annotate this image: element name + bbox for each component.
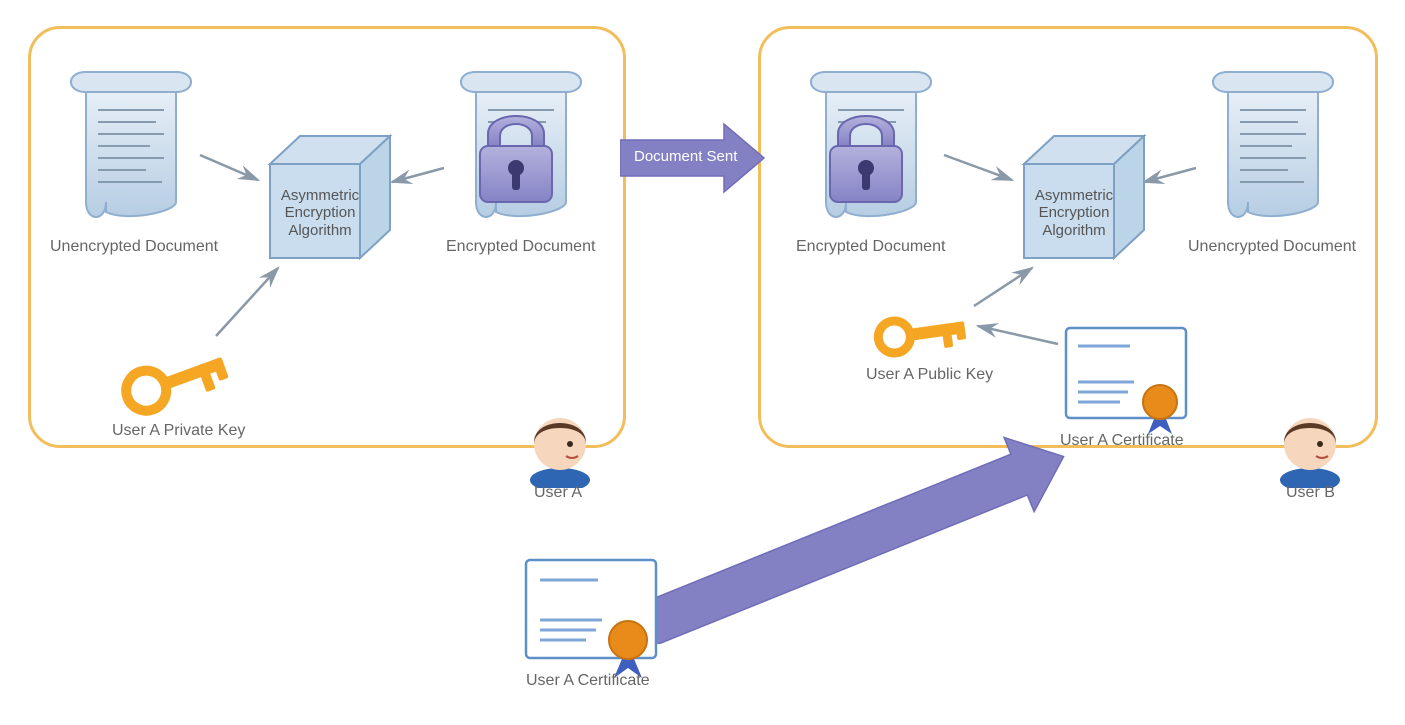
document-icon: [56, 62, 206, 237]
encrypted-document-label: Encrypted Document: [796, 238, 945, 256]
algorithm-label-line1: Asymmetric: [281, 187, 359, 204]
public-key-label: User A Public Key: [866, 366, 993, 384]
user-icon: [520, 408, 600, 493]
certificate-icon: [1060, 322, 1200, 447]
key-icon: [870, 292, 990, 377]
algorithm-label: Asymmetric Encryption Algorithm: [275, 187, 365, 239]
certificate-icon: [520, 554, 670, 689]
arrow-certificate-obtained: [640, 414, 1090, 644]
diagram-canvas: Document Sent Certificate Obtained: [0, 0, 1405, 725]
certificate-label: User A Certificate: [1060, 432, 1184, 450]
user-b-label: User B: [1286, 484, 1335, 502]
algorithm-label-line1: Asymmetric: [1035, 187, 1113, 204]
unencrypted-document-label: Unencrypted Document: [50, 238, 218, 256]
encrypted-document-icon: [796, 62, 956, 247]
private-key-label: User A Private Key: [112, 422, 245, 440]
algorithm-label: Asymmetric Encryption Algorithm: [1029, 187, 1119, 239]
document-icon: [1198, 62, 1348, 237]
user-icon: [1270, 408, 1350, 493]
encrypted-document-icon: [446, 62, 606, 247]
algorithm-label-line2: Encryption: [1039, 204, 1110, 221]
unencrypted-document-label: Unencrypted Document: [1188, 238, 1356, 256]
arrow-document-sent-label: Document Sent: [634, 148, 737, 165]
algorithm-label-line3: Algorithm: [1042, 222, 1105, 239]
algorithm-label-line2: Encryption: [285, 204, 356, 221]
certificate-label: User A Certificate: [526, 672, 650, 690]
algorithm-label-line3: Algorithm: [288, 222, 351, 239]
key-icon: [116, 328, 246, 433]
encrypted-document-label: Encrypted Document: [446, 238, 595, 256]
user-a-label: User A: [534, 484, 582, 502]
